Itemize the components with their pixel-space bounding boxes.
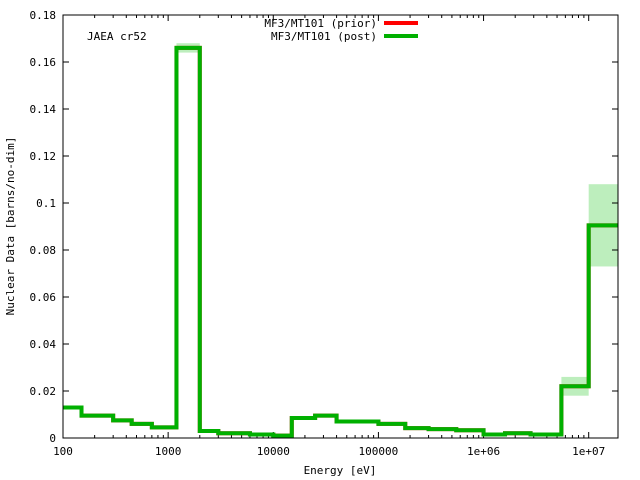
series-line-post (63, 45, 618, 438)
series-line-prior (63, 45, 618, 438)
tick-labels: 0 0.02 0.04 0.06 0.08 0.1 0.12 0.14 0.16 0.18 100 1… (30, 9, 606, 458)
x-tick-label: 1e+07 (572, 445, 605, 458)
y-tick-label: 0.08 (30, 244, 57, 257)
legend-label-post: MF3/MT101 (post) (271, 30, 377, 43)
x-tick-label: 100 (53, 445, 73, 458)
y-tick-label: 0.06 (30, 291, 57, 304)
y-tick-label: 0.1 (36, 197, 56, 210)
legend: MF3/MT101 (prior) MF3/MT101 (post) (264, 17, 418, 43)
x-tick-label: 10000 (257, 445, 290, 458)
x-tick-label: 1e+06 (467, 445, 500, 458)
chart-annotation: JAEA cr52 (87, 30, 147, 43)
y-tick-label: 0.18 (30, 9, 57, 22)
x-axis-label: Energy [eV] (304, 464, 377, 477)
y-tick-label: 0 (49, 432, 56, 445)
y-tick-label: 0.04 (30, 338, 57, 351)
plot-frame (62, 14, 619, 439)
x-tick-label: 100000 (359, 445, 399, 458)
legend-label-prior: MF3/MT101 (prior) (264, 17, 377, 30)
y-tick-label: 0.16 (30, 56, 57, 69)
y-axis-label: Nuclear Data [barns/no-dim] (4, 137, 17, 316)
y-tick-label: 0.14 (30, 103, 57, 116)
series-lines (63, 45, 618, 438)
uncertainty-bands (176, 43, 618, 396)
y-tick-label: 0.12 (30, 150, 57, 163)
axis-ticks (62, 14, 618, 439)
x-tick-label: 1000 (155, 445, 182, 458)
y-tick-label: 0.02 (30, 385, 57, 398)
